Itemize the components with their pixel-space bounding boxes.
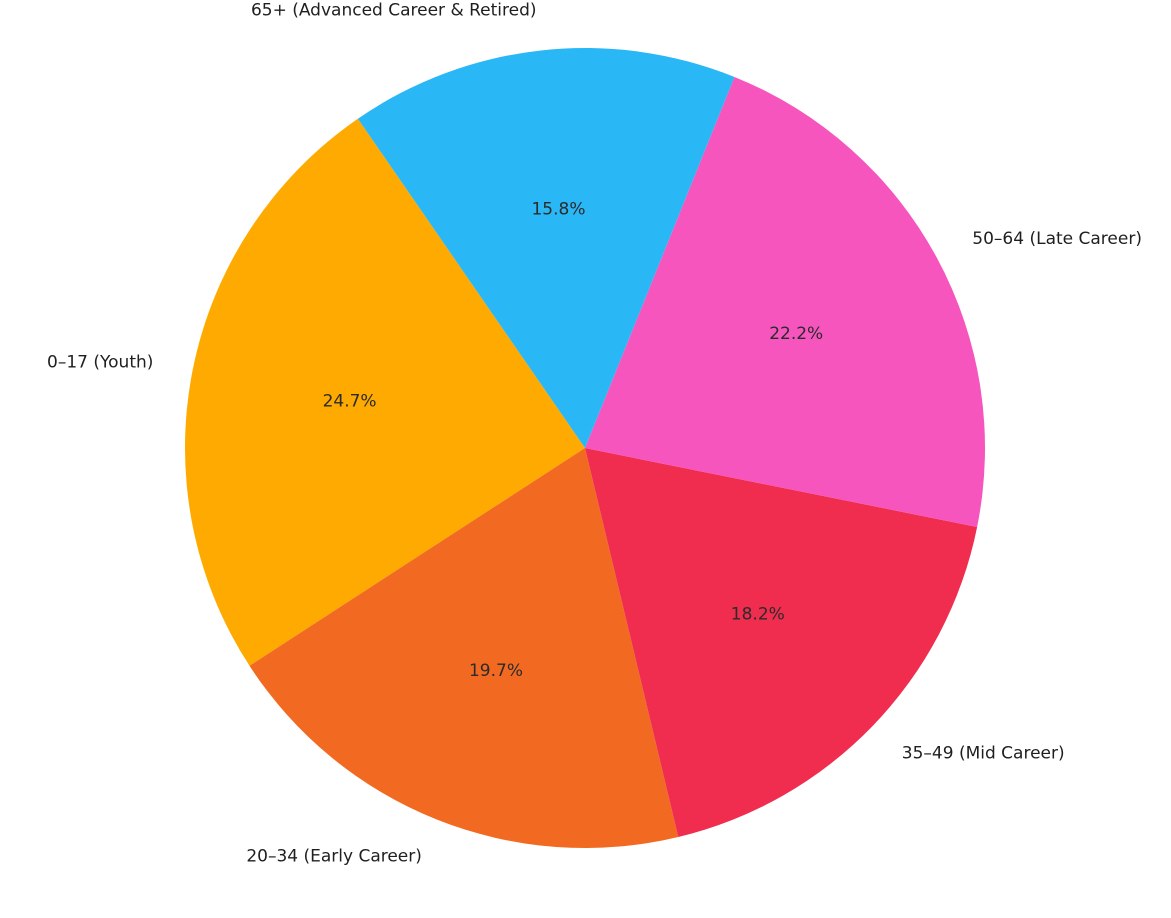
category-label: 20–34 (Early Career) [246, 847, 422, 867]
category-label: 50–64 (Late Career) [972, 229, 1142, 249]
percentage-label: 24.7% [323, 391, 377, 411]
category-label: 35–49 (Mid Career) [902, 743, 1065, 763]
category-labels: 0–17 (Youth) 20–34 (Early Career) 35–49 (M… [47, 1, 1142, 867]
percentage-label: 19.7% [469, 661, 523, 681]
pie-slices [184, 47, 985, 849]
pie-slice [249, 448, 679, 849]
pie-slice [585, 448, 978, 837]
percentage-label: 15.8% [531, 200, 585, 220]
category-label: 0–17 (Youth) [47, 353, 153, 373]
percentage-label: 22.2% [769, 324, 823, 344]
percentage-labels: 24.7% 19.7% 18.2% 22.2% 15.8% [323, 200, 824, 681]
pie-slice [184, 118, 585, 666]
category-label: 65+ (Advanced Career & Retired) [251, 1, 537, 21]
pie-slice [357, 47, 735, 449]
percentage-label: 18.2% [731, 605, 785, 625]
pie-slice [585, 76, 985, 527]
